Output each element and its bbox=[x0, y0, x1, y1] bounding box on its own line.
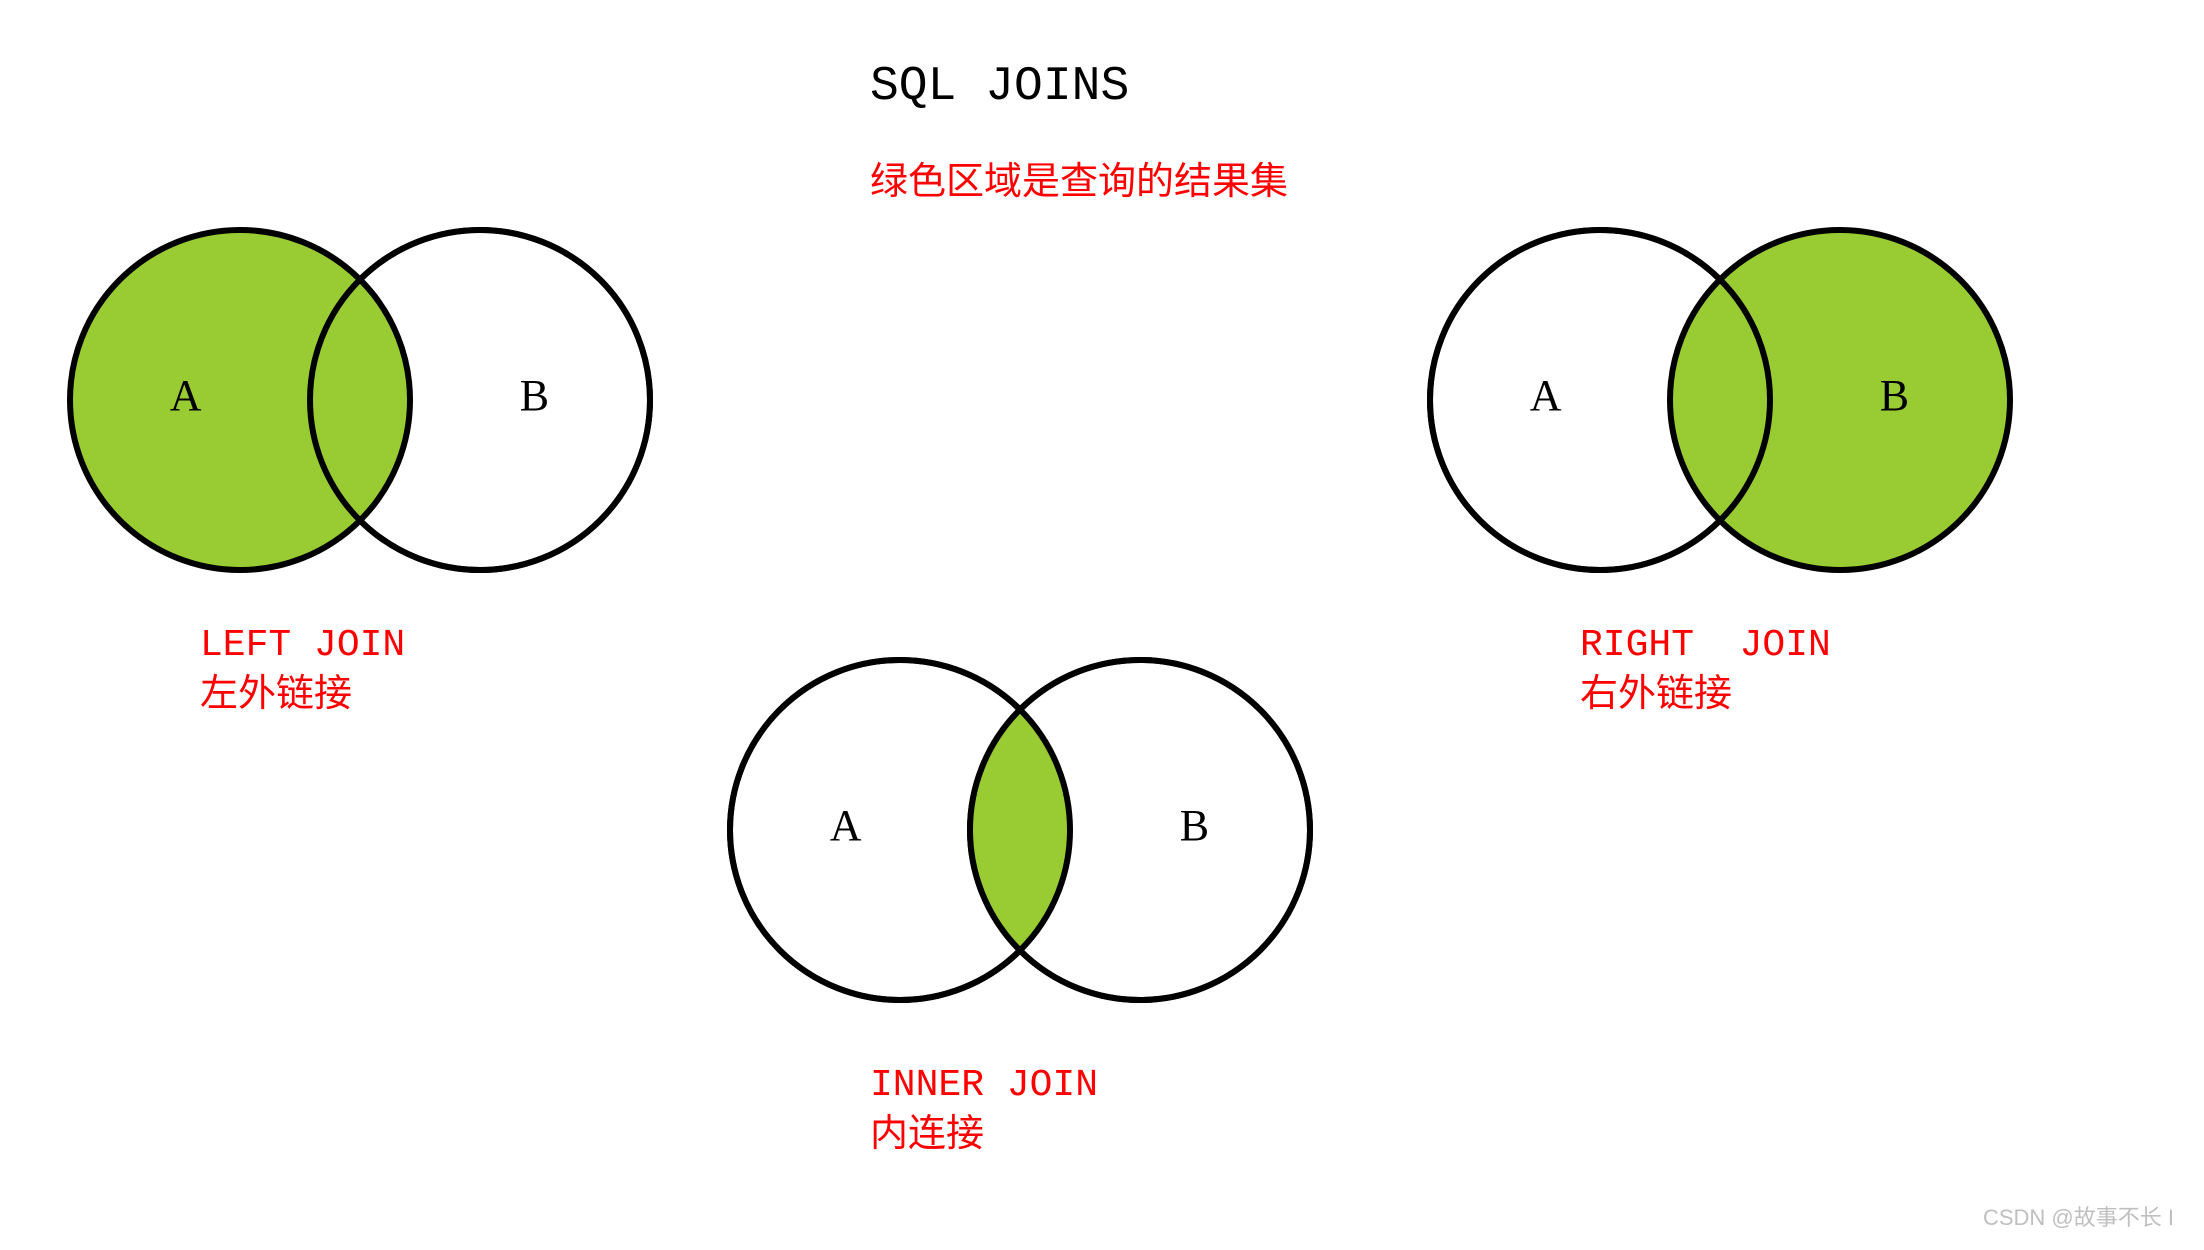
venn-inner-join: AB bbox=[700, 640, 1390, 1020]
subtitle-text: 绿色区域是查询的结果集 bbox=[870, 150, 1288, 206]
venn-right-join: AB bbox=[1400, 210, 2090, 590]
caption-inner-join: INNER JOIN 内连接 bbox=[870, 1060, 1098, 1163]
caption-left-join: LEFT JOIN 左外链接 bbox=[200, 620, 405, 723]
watermark: CSDN @故事不长 I bbox=[1983, 1200, 2174, 1232]
circle-label-a: A bbox=[1530, 371, 1562, 420]
circle-label-b: B bbox=[520, 371, 549, 420]
circle-label-b: B bbox=[1180, 801, 1209, 850]
circle-label-a: A bbox=[170, 371, 202, 420]
caption-right-join: RIGHT JOIN 右外链接 bbox=[1580, 620, 1831, 723]
page-title: SQL JOINS bbox=[870, 60, 1129, 114]
circle-label-b: B bbox=[1880, 371, 1909, 420]
venn-left-join: AB bbox=[40, 210, 730, 590]
circle-label-a: A bbox=[830, 801, 862, 850]
